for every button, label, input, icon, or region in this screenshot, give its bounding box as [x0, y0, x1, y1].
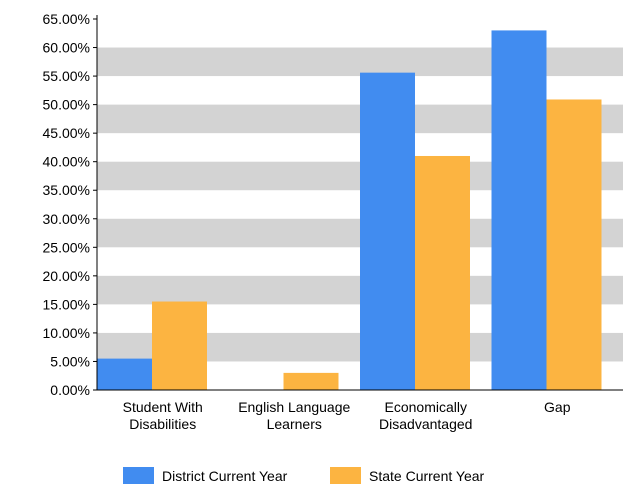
x-tick-label-line: Gap [544, 399, 571, 415]
legend-swatch-state [330, 467, 361, 484]
y-tick-label: 25.00% [43, 239, 90, 255]
y-tick-label: 10.00% [43, 325, 90, 341]
y-tick-label: 50.00% [43, 97, 90, 113]
bar-state-2 [415, 155, 470, 390]
bars-group [97, 30, 602, 391]
x-tick-label-line: Learners [267, 416, 322, 432]
bar-state-3 [546, 99, 602, 391]
x-tick-label: English Language Learners [238, 399, 350, 432]
y-tick-label: 5.00% [50, 353, 90, 369]
axes-group [93, 15, 623, 391]
bar-state-1 [283, 372, 339, 390]
x-tick-labels: Student With Disabilities English Language… [123, 399, 571, 432]
y-tick-label: 45.00% [43, 125, 90, 141]
bar-district-0 [97, 358, 152, 390]
y-tick-label: 55.00% [43, 68, 90, 84]
y-tick-label: 30.00% [43, 211, 90, 227]
bar-state-0 [152, 301, 207, 390]
x-tick-label-line: Economically [385, 399, 467, 415]
legend-swatch-district [123, 467, 154, 484]
y-tick-label: 15.00% [43, 296, 90, 312]
x-tick-label: Gap [544, 399, 571, 415]
y-tick-label: 35.00% [43, 182, 90, 198]
y-tick-label: 40.00% [43, 154, 90, 170]
y-tick-label: 20.00% [43, 268, 90, 284]
bar-district-2 [360, 72, 415, 390]
x-tick-label-line: Disabilities [129, 416, 196, 432]
legend-label-state: State Current Year [369, 468, 485, 484]
legend-label-district: District Current Year [162, 468, 288, 484]
x-tick-label: Student With Disabilities [123, 399, 203, 432]
y-tick-labels: 0.00% 5.00% 10.00% 15.00% 20.00% 25.00% 30.00%… [43, 11, 90, 398]
x-tick-label: Economically Disadvantaged [379, 399, 472, 432]
x-tick-label-line: Student With [123, 399, 203, 415]
x-tick-label-line: Disadvantaged [379, 416, 472, 432]
y-tick-label: 65.00% [43, 11, 90, 27]
legend: District Current Year State Current Year [123, 467, 485, 484]
y-tick-label: 0.00% [50, 382, 90, 398]
y-tick-label: 60.00% [43, 40, 90, 56]
x-tick-label-line: English Language [238, 399, 350, 415]
bar-district-3 [491, 30, 547, 391]
